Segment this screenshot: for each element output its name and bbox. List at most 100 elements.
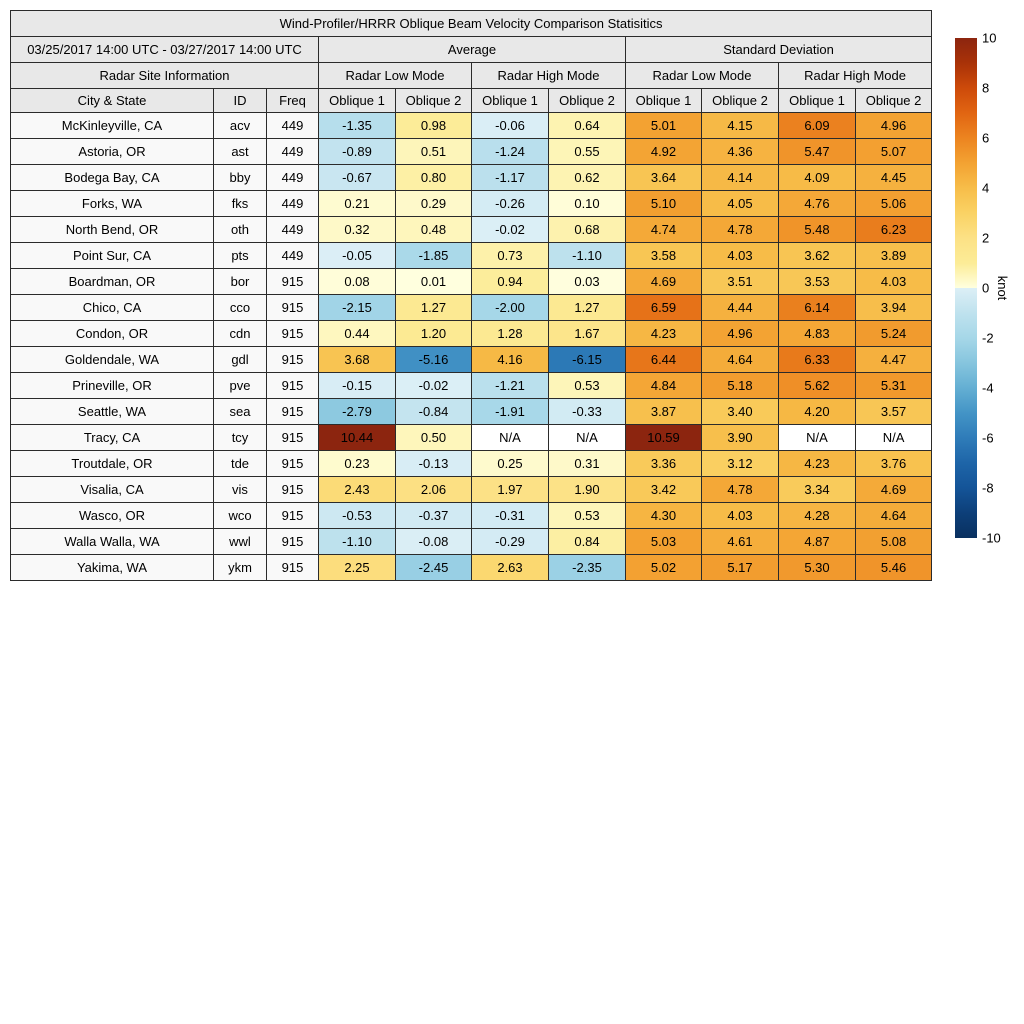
city-cell: Wasco, OR	[10, 502, 214, 529]
group-radar-site-information: Radar Site Information	[10, 62, 319, 89]
value-cell: 0.31	[548, 450, 626, 477]
site-id-cell: ykm	[213, 554, 267, 581]
site-id-cell: pts	[213, 242, 267, 269]
value-cell: 5.08	[854, 528, 933, 555]
colorbar-tick-label: -6	[982, 430, 994, 446]
city-cell: Goldendale, WA	[10, 346, 214, 373]
freq-cell: 449	[266, 242, 319, 269]
value-cell: 5.62	[778, 372, 856, 399]
table-row: Prineville, OR pve 915 -0.15 -0.02 -1.21 0.53 4…	[10, 372, 933, 399]
value-cell: 0.03	[548, 268, 626, 295]
value-cell: 4.87	[778, 528, 856, 555]
city-cell: Condon, OR	[10, 320, 214, 347]
city-cell: McKinleyville, CA	[10, 112, 214, 139]
city-cell: Boardman, OR	[10, 268, 214, 295]
table-row: Wasco, OR wco 915 -0.53 -0.37 -0.31 0.53 4.30 4.…	[10, 502, 933, 529]
city-cell: Forks, WA	[10, 190, 214, 217]
value-cell: 5.17	[701, 554, 779, 581]
freq-cell: 915	[266, 528, 319, 555]
city-cell: Prineville, OR	[10, 372, 214, 399]
value-cell: 2.63	[471, 554, 549, 581]
value-cell: -2.35	[548, 554, 626, 581]
table-row: Seattle, WA sea 915 -2.79 -0.84 -1.91 -0.33 3.8…	[10, 398, 933, 425]
value-cell: 4.69	[625, 268, 702, 295]
col-avg-low-oblique-2: Oblique 2	[395, 88, 472, 113]
freq-cell: 915	[266, 398, 319, 425]
value-cell: 4.23	[778, 450, 856, 477]
value-cell: -2.79	[318, 398, 396, 425]
colorbar-tick-label: 4	[982, 180, 990, 196]
value-cell: 4.03	[854, 268, 933, 295]
value-cell: -1.85	[395, 242, 472, 269]
value-cell: 0.80	[395, 164, 472, 191]
group-avg-radar-low-mode: Radar Low Mode	[318, 62, 472, 89]
group-average: Average	[318, 36, 626, 63]
freq-cell: 915	[266, 268, 319, 295]
value-cell: 6.09	[778, 112, 856, 139]
value-cell: 4.74	[625, 216, 702, 243]
value-cell: -5.16	[395, 346, 472, 373]
table-row: Point Sur, CA pts 449 -0.05 -1.85 0.73 -1.10 3.…	[10, 242, 933, 269]
value-cell: 4.16	[471, 346, 549, 373]
value-cell: 6.59	[625, 294, 702, 321]
value-cell: 1.28	[471, 320, 549, 347]
city-cell: Troutdale, OR	[10, 450, 214, 477]
col-avg-high-oblique-1: Oblique 1	[471, 88, 549, 113]
value-cell: -0.08	[395, 528, 472, 555]
value-cell: 5.47	[778, 138, 856, 165]
city-cell: Chico, CA	[10, 294, 214, 321]
freq-cell: 915	[266, 554, 319, 581]
value-cell: 4.30	[625, 502, 702, 529]
site-id-cell: tcy	[213, 424, 267, 451]
value-cell: 3.34	[778, 476, 856, 503]
freq-cell: 915	[266, 320, 319, 347]
value-cell: 4.03	[701, 502, 779, 529]
value-cell: -1.10	[318, 528, 396, 555]
colorbar-tick-label: 8	[982, 80, 990, 96]
value-cell: 1.27	[548, 294, 626, 321]
value-cell: 0.10	[548, 190, 626, 217]
value-cell: 1.20	[395, 320, 472, 347]
value-cell: 3.68	[318, 346, 396, 373]
value-cell: -2.45	[395, 554, 472, 581]
table-row: Walla Walla, WA wwl 915 -1.10 -0.08 -0.29 0.84…	[10, 528, 933, 555]
value-cell: 1.27	[395, 294, 472, 321]
colorbar-tick-label: -4	[982, 380, 994, 396]
value-cell: 4.47	[854, 346, 933, 373]
value-cell: 0.48	[395, 216, 472, 243]
value-cell: -0.67	[318, 164, 396, 191]
site-id-cell: wwl	[213, 528, 267, 555]
group-std-radar-high-mode: Radar High Mode	[777, 62, 933, 89]
city-cell: Yakima, WA	[10, 554, 214, 581]
value-cell: 5.31	[854, 372, 933, 399]
city-cell: Point Sur, CA	[10, 242, 214, 269]
value-cell: 0.53	[548, 502, 626, 529]
value-cell: 0.55	[548, 138, 626, 165]
value-cell: 4.14	[701, 164, 779, 191]
value-cell: 5.10	[625, 190, 702, 217]
value-cell: -0.84	[395, 398, 472, 425]
freq-cell: 915	[266, 346, 319, 373]
city-cell: Tracy, CA	[10, 424, 214, 451]
colorbar-gradient	[955, 38, 977, 538]
column-header-row: City & State ID Freq Oblique 1 Oblique 2…	[10, 88, 933, 113]
site-id-cell: ast	[213, 138, 267, 165]
site-id-cell: pve	[213, 372, 267, 399]
value-cell: N/A	[471, 424, 549, 451]
value-cell: 5.18	[701, 372, 779, 399]
colorbar-tick-label: 10	[982, 30, 997, 46]
col-std-high-oblique-2: Oblique 2	[854, 88, 933, 113]
site-id-cell: bor	[213, 268, 267, 295]
freq-cell: 915	[266, 476, 319, 503]
title-row: Wind-Profiler/HRRR Oblique Beam Velocity…	[9, 10, 933, 37]
value-cell: -0.33	[548, 398, 626, 425]
group-standard-deviation: Standard Deviation	[624, 36, 933, 63]
value-cell: 0.94	[471, 268, 549, 295]
col-avg-high-oblique-2: Oblique 2	[548, 88, 626, 113]
colorbar-tick-label: -2	[982, 330, 994, 346]
city-cell: Bodega Bay, CA	[10, 164, 214, 191]
value-cell: -0.06	[471, 112, 549, 139]
value-cell: 3.64	[625, 164, 702, 191]
value-cell: 0.62	[548, 164, 626, 191]
value-cell: 4.83	[778, 320, 856, 347]
